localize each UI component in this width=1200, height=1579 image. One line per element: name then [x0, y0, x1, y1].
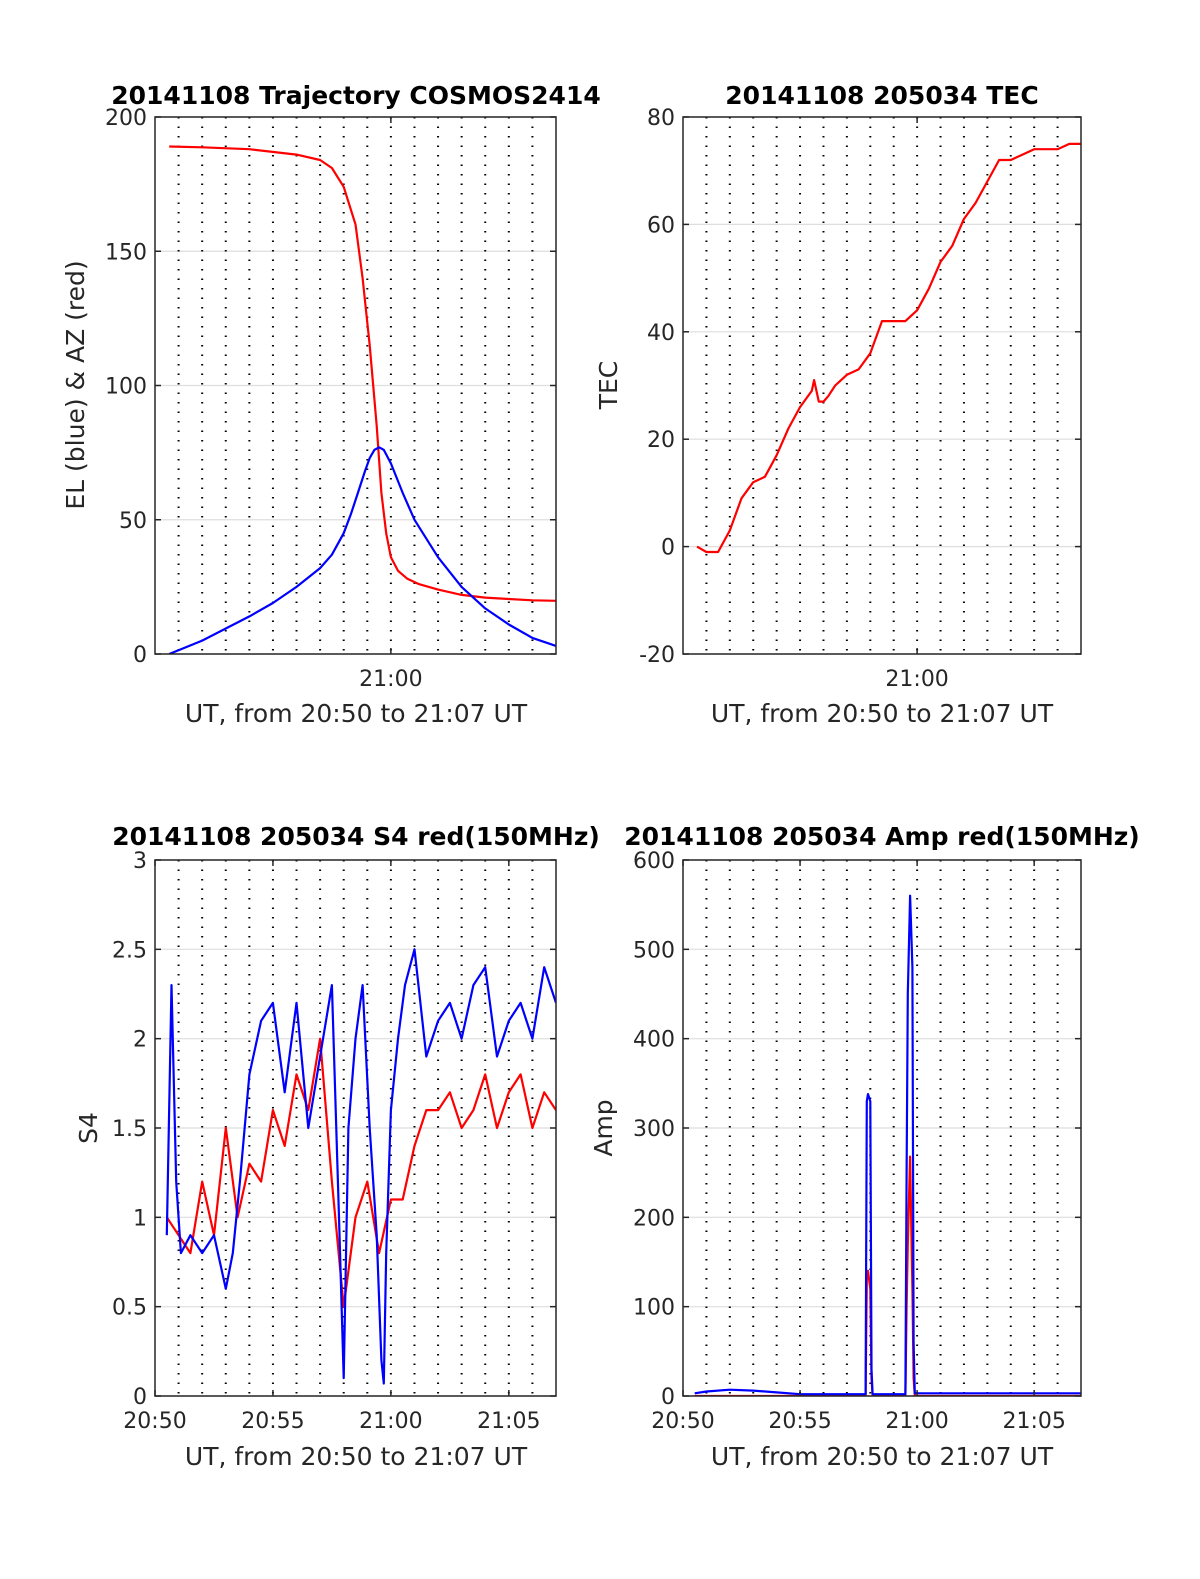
chart-title: 20141108 Trajectory COSMOS2414	[111, 81, 601, 110]
series-line-1	[694, 894, 1081, 1396]
y-tick-label: -20	[639, 643, 675, 668]
x-tick-label: 21:00	[885, 667, 948, 692]
x-axis-label: UT, from 20:50 to 21:07 UT	[185, 1442, 528, 1471]
y-axis-label: S4	[74, 1112, 103, 1144]
chart-title: 20141108 205034 S4 red(150MHz)	[112, 822, 600, 851]
panel-s4: 20141108 205034 S4 red(150MHz) UT, from …	[74, 822, 600, 1471]
y-tick-label: 200	[633, 1206, 675, 1231]
y-tick-label: 60	[647, 213, 675, 238]
y-tick-label: 300	[633, 1117, 675, 1142]
series-line-1	[168, 446, 556, 654]
y-tick-label: 0	[133, 1385, 147, 1410]
y-tick-label: 40	[647, 321, 675, 346]
y-tick-label: 0.5	[112, 1296, 147, 1321]
series-line-0	[696, 142, 1081, 554]
y-tick-label: 0	[133, 643, 147, 668]
y-tick-label: 0	[661, 1385, 675, 1410]
x-tick-label: 21:00	[359, 1409, 422, 1434]
y-tick-label: 1	[133, 1206, 147, 1231]
series-line-0	[169, 145, 556, 602]
x-tick-label: 20:55	[768, 1409, 831, 1434]
panel-tec: 20141108 205034 TEC UT, from 20:50 to 21…	[594, 81, 1082, 728]
plot-area	[696, 142, 1081, 554]
x-tick-label: 20:50	[651, 1409, 714, 1434]
y-tick-label: 2.5	[112, 938, 147, 963]
panel-trajectory: 20141108 Trajectory COSMOS2414 UT, from …	[61, 81, 601, 728]
chart-title: 20141108 205034 TEC	[725, 81, 1038, 110]
y-tick-label: 100	[633, 1296, 675, 1321]
x-tick-label: 21:05	[477, 1409, 540, 1434]
y-axis-label: EL (blue) & AZ (red)	[61, 260, 90, 509]
x-tick-label: 21:00	[359, 667, 422, 692]
axes-frame	[682, 116, 1082, 655]
chart-title: 20141108 205034 Amp red(150MHz)	[624, 822, 1140, 851]
x-tick-label: 21:00	[885, 1409, 948, 1434]
y-tick-label: 80	[647, 106, 675, 131]
plot-area	[694, 894, 1081, 1396]
x-tick-label: 21:05	[1002, 1409, 1065, 1434]
series-line-1	[165, 948, 556, 1385]
y-tick-label: 200	[105, 106, 147, 131]
y-tick-label: 3	[133, 849, 147, 874]
y-tick-label: 600	[633, 849, 675, 874]
y-tick-label: 400	[633, 1028, 675, 1053]
panel-amp: 20141108 205034 Amp red(150MHz) UT, from…	[589, 822, 1140, 1471]
y-axis-label: TEC	[594, 361, 623, 411]
y-tick-label: 1.5	[112, 1117, 147, 1142]
series-line-0	[165, 1037, 556, 1308]
x-axis-label: UT, from 20:50 to 21:07 UT	[185, 699, 528, 728]
y-tick-label: 150	[105, 240, 147, 265]
y-tick-label: 50	[119, 509, 147, 534]
x-tick-label: 20:50	[123, 1409, 186, 1434]
x-axis-label: UT, from 20:50 to 21:07 UT	[711, 1442, 1054, 1471]
y-tick-label: 100	[105, 375, 147, 400]
plot-area	[168, 145, 556, 654]
x-tick-label: 20:55	[241, 1409, 304, 1434]
y-tick-label: 500	[633, 938, 675, 963]
y-axis-label: Amp	[589, 1099, 618, 1156]
x-axis-label: UT, from 20:50 to 21:07 UT	[711, 699, 1054, 728]
y-tick-label: 2	[133, 1028, 147, 1053]
y-tick-label: 0	[661, 536, 675, 561]
y-tick-label: 20	[647, 428, 675, 453]
plot-area	[165, 948, 556, 1385]
